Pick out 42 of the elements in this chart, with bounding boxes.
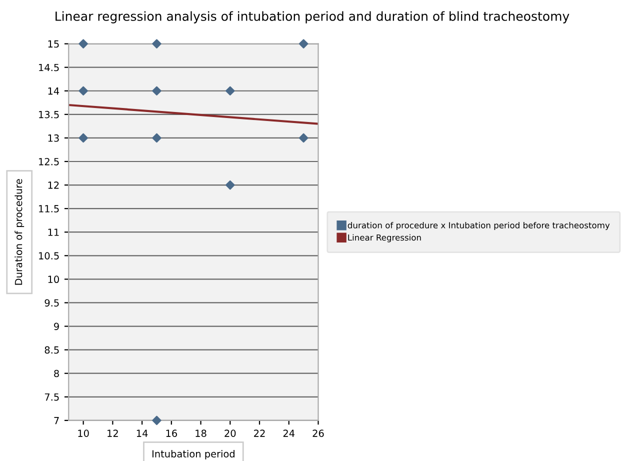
- point: [226, 86, 235, 96]
- x-tick-label: 10: [78, 430, 89, 437]
- x-tick-label: 12: [108, 430, 118, 437]
- point: [298, 133, 308, 143]
- y-tick-label: 11: [48, 228, 59, 236]
- y-axis-title: Duration of procedure: [14, 179, 24, 285]
- point: [152, 39, 162, 48]
- y-tick-label: 11.5: [39, 205, 59, 212]
- y-tick-label: 14.5: [39, 64, 59, 72]
- point: [298, 39, 308, 48]
- y-tick-label: 13: [48, 134, 59, 142]
- y-tick-label: 7: [54, 417, 59, 424]
- point: [152, 416, 162, 426]
- point: [226, 180, 235, 190]
- y-tick-label: 9: [54, 322, 59, 330]
- x-tick-label: 20: [224, 430, 236, 437]
- x-tick-label: 14: [136, 430, 148, 437]
- x-tick-label: 16: [166, 430, 177, 437]
- point: [78, 86, 88, 96]
- legend-label: Linear Regression: [348, 234, 421, 242]
- legend-label: duration of procedure x Intubation period before tracheostomy: [348, 222, 610, 230]
- point: [152, 133, 162, 143]
- x-tick-label: 18: [196, 430, 206, 437]
- chart-title: Linear regression analysis of intubation period and duration of blind tracheostomy: [56, 11, 570, 24]
- y-tick-label: 15: [48, 40, 59, 48]
- y-tick-label: 9.5: [44, 299, 59, 307]
- y-tick-label: 12.5: [39, 158, 59, 166]
- point: [78, 39, 88, 48]
- x-tick-label: 22: [254, 430, 265, 437]
- point: [78, 133, 88, 143]
- x-axis-title: Intubation period: [152, 450, 234, 460]
- y-tick-label: 12: [48, 182, 59, 189]
- y-tick-label: 10.5: [39, 252, 59, 260]
- y-tick-label: 7.5: [44, 394, 59, 401]
- y-tick-label: 10: [48, 276, 59, 284]
- y-tick-label: 13.5: [39, 110, 59, 118]
- y-tick-label: 8.5: [44, 346, 59, 354]
- y-tick-label: 8: [54, 370, 59, 378]
- point: [152, 86, 162, 96]
- y-tick-label: 14: [48, 87, 60, 95]
- x-tick-label: 24: [283, 430, 295, 437]
- x-tick-label: 26: [312, 430, 324, 437]
